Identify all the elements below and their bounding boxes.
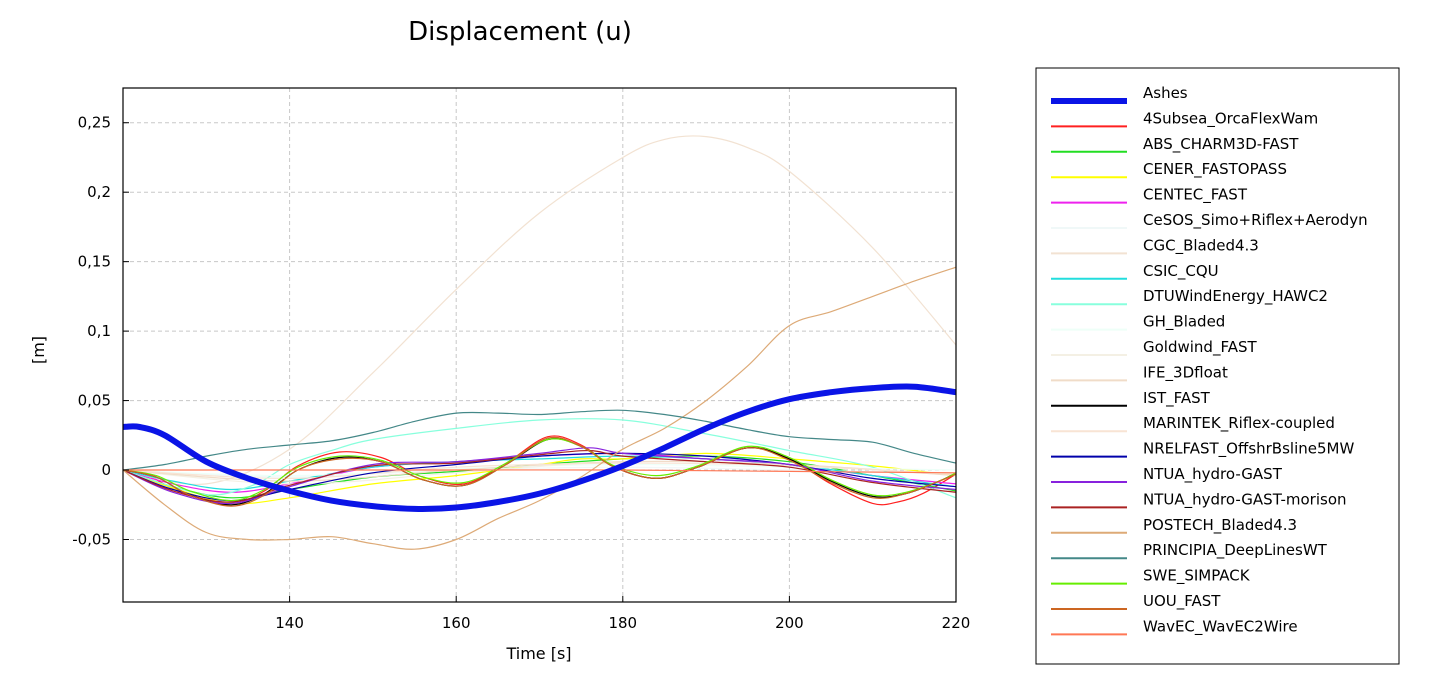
legend-label: IST_FAST [1143,389,1211,408]
series-line [123,383,956,512]
x-tick-label: 200 [775,614,804,632]
legend-label: GH_Bladed [1143,313,1225,332]
legend-label: 4Subsea_OrcaFlexWam [1143,109,1318,128]
x-tick-label: 140 [275,614,304,632]
legend-label: DTUWindEnergy_HAWC2 [1143,287,1328,306]
legend-label: CSIC_CQU [1143,262,1219,281]
legend: Ashes 4Subsea_OrcaFlexWam ABS_CHARM3D-FAST… [1051,84,1368,636]
series-lines [123,135,956,550]
grid [123,88,957,602]
series-line [123,409,956,471]
legend-label: Ashes [1143,84,1188,102]
legend-label: ABS_CHARM3D-FAST [1143,135,1299,154]
series-line [123,438,956,502]
legend-label: PRINCIPIA_DeepLinesWT [1143,541,1328,560]
y-tick-label: 0,15 [78,253,111,271]
series-line [123,266,956,550]
legend-label: POSTECH_Bladed4.3 [1143,516,1297,535]
series-line [123,462,956,480]
y-tick-label: 0,25 [78,114,111,132]
legend-label: UOU_FAST [1143,592,1221,611]
series-line [123,447,956,505]
series-line [123,449,956,503]
x-tick-label: 220 [942,614,971,632]
x-tick-label: 180 [608,614,637,632]
legend-label: CeSOS_Simo+Riflex+Aerodyn [1143,211,1368,230]
legend-label: Goldwind_FAST [1143,338,1257,357]
plot-frame [122,87,957,603]
y-tick-label: -0,05 [72,530,111,548]
series-line [123,460,956,482]
legend-label: MARINTEK_Riflex-coupled [1143,414,1335,433]
series-line [123,418,956,499]
x-axis-label: Time [s] [505,644,571,663]
y-tick-label: 0,1 [87,322,111,340]
legend-label: NTUA_hydro-GAST [1143,465,1283,484]
chart-title: Displacement (u) [408,17,632,47]
legend-label: WavEC_WavEC2Wire [1143,617,1298,636]
legend-label: IFE_3Dfloat [1143,363,1228,382]
x-tick-label: 160 [442,614,471,632]
y-tick-label: 0,05 [78,392,111,410]
legend-label: NTUA_hydro-GAST-morison [1143,490,1347,509]
legend-label: NRELFAST_OffshrBsline5MW [1143,440,1354,459]
axis-ticks: 140 160 180 200 220 -0,05 0 0,05 0,1 0,15 0,2 0,25 [72,114,970,632]
legend-label: CGC_Bladed4.3 [1143,236,1259,255]
legend-label: CENTEC_FAST [1143,186,1248,205]
series-line [123,135,956,486]
y-tick-label: 0,2 [87,183,111,201]
legend-label: SWE_SIMPACK [1143,567,1251,586]
series-line [123,436,956,507]
y-axis-label: [m] [29,336,48,364]
legend-label: CENER_FASTOPASS [1143,160,1287,179]
series-line [123,469,956,474]
legend-box [1035,67,1400,665]
y-tick-label: 0 [101,461,111,479]
